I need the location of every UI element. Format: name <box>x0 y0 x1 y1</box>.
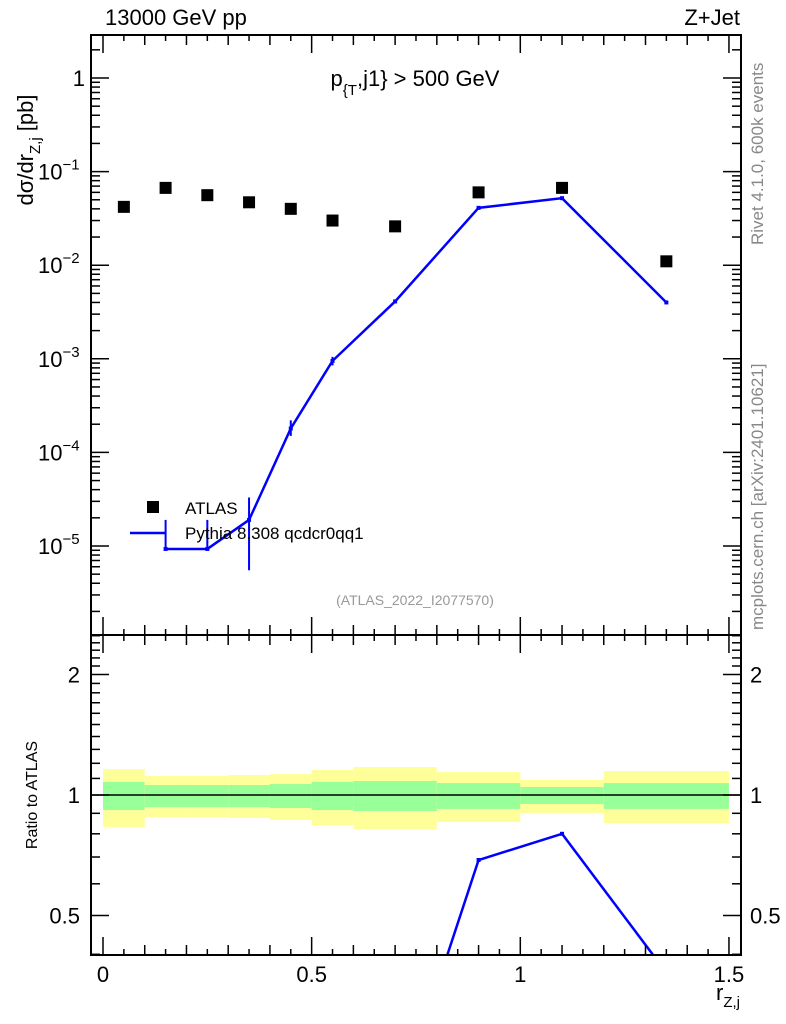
atlas-point <box>117 200 130 213</box>
band-inner-bin <box>144 785 187 808</box>
x-tick-label: 0 <box>97 962 109 987</box>
atlas-point <box>159 181 172 194</box>
mcplots-label: mcplots.cern.ch [arXiv:2401.10621] <box>748 364 767 630</box>
header-left: 13000 GeV pp <box>105 5 247 30</box>
band-inner-bin <box>603 783 729 809</box>
atlas-point <box>243 196 256 209</box>
ratio-bands <box>91 766 741 830</box>
ratio-y-axis-title: Ratio to ATLAS <box>24 741 41 849</box>
y-tick-label: 10−4 <box>38 437 80 465</box>
x-tick-label: 0.5 <box>296 962 327 987</box>
ratio-pythia-point <box>560 831 565 836</box>
band-inner-bin <box>228 785 270 808</box>
plot-title: p{T,j1} > 500 GeV <box>331 66 500 99</box>
x-tick-label: 1.5 <box>714 962 745 987</box>
y-tick-label: 10−3 <box>38 344 80 372</box>
ratio-pythia-line-segment <box>478 832 563 862</box>
legend-atlas-label: ATLAS <box>185 499 238 518</box>
ratio-y-tick-label-right: 1 <box>750 783 762 808</box>
legend-atlas-marker <box>147 501 159 513</box>
pythia-point <box>163 546 168 551</box>
pythia-point <box>330 358 335 363</box>
atlas-point <box>284 202 297 215</box>
ratio-pythia-point <box>476 858 481 863</box>
y-axis-title: dσ/drZ,j [pb] <box>13 95 44 206</box>
ratio-plot-marks <box>446 831 655 955</box>
atlas-point <box>201 189 214 202</box>
legend-pythia-label: Pythia 8.308 qcdcr0qq1 <box>185 524 364 543</box>
pythia-point <box>393 299 398 304</box>
y-tick-label: 10−1 <box>38 157 80 185</box>
y-tick-label: 1 <box>73 66 85 91</box>
ratio-y-tick-label-left: 2 <box>68 663 80 688</box>
atlas-point <box>556 181 569 194</box>
atlas-point <box>472 186 485 199</box>
atlas-point <box>660 255 673 268</box>
band-inner-bin <box>311 781 354 811</box>
pythia-point <box>247 517 252 522</box>
y-tick-label: 10−5 <box>38 531 80 559</box>
pythia-point <box>205 546 210 551</box>
ratio-y-tick-label-left: 1 <box>68 783 80 808</box>
atlas-point <box>389 220 402 233</box>
x-tick-label: 1 <box>514 962 526 987</box>
band-inner-bin <box>186 785 229 808</box>
ratio-y-tick-label-right: 0.5 <box>750 904 781 929</box>
ratio-pythia-line-segment <box>561 833 655 955</box>
x-axis-title: rZ,j <box>716 980 740 1011</box>
ratio-y-tick-label-right: 2 <box>750 663 762 688</box>
rivet-label: Rivet 4.1.0, 600k events <box>748 63 767 245</box>
pythia-point <box>476 205 481 210</box>
band-inner-bin <box>269 784 312 808</box>
ratio-pythia-line-segment <box>446 859 480 955</box>
ratio-y-tick-label-left: 0.5 <box>49 904 80 929</box>
band-inner-bin <box>353 780 437 812</box>
y-tick-label: 10−2 <box>38 250 80 278</box>
top-plot-marks <box>117 181 673 571</box>
pythia-point <box>288 426 293 431</box>
band-inner-bin <box>103 781 145 811</box>
legend: ATLAS Pythia 8.308 qcdcr0qq1 <box>130 499 364 543</box>
pythia-point <box>664 300 669 305</box>
header-right: Z+Jet <box>684 5 740 30</box>
analysis-id: (ATLAS_2022_I2077570) <box>336 592 494 608</box>
atlas-point <box>326 214 339 227</box>
band-inner-bin <box>436 783 521 809</box>
pythia-point <box>560 196 565 201</box>
axes: 0 0.5 1 1.5 1 10−1 10−2 10−3 10−4 10−5 2 2 1 1 0.5 0.5 <box>38 34 781 987</box>
